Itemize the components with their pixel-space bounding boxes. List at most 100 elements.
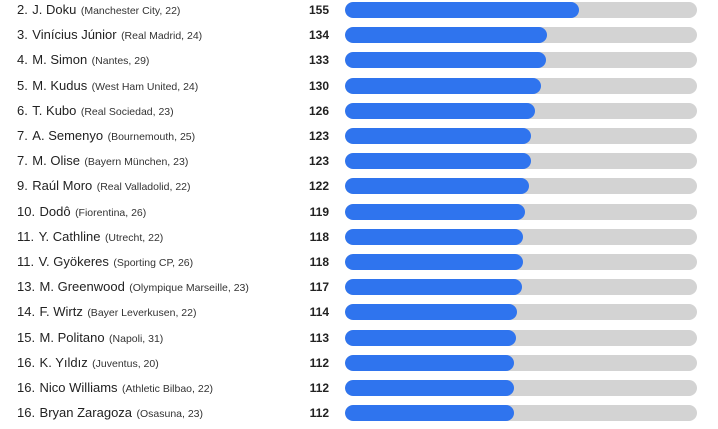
table-row: 11. V. Gyökeres (Sporting CP, 26) 118 [0, 252, 718, 277]
player-label: 6. T. Kubo (Real Sociedad, 23) [17, 101, 174, 121]
table-row: 6. T. Kubo (Real Sociedad, 23) 126 [0, 101, 718, 126]
player-club-age: (Utrecht, 22) [104, 231, 164, 244]
player-name: V. Gyökeres [38, 254, 109, 269]
player-name: A. Semenyo [32, 128, 104, 143]
player-label: 2. J. Doku (Manchester City, 22) [17, 0, 180, 20]
data-label: 134 [308, 28, 329, 43]
player-name: T. Kubo [32, 102, 77, 118]
player-club-age: (Napoli, 31) [109, 332, 164, 345]
player-rank: 11. [17, 228, 35, 244]
bar-track [345, 203, 697, 220]
player-rank: 13. [17, 279, 36, 295]
player-club-age: (Osasuna, 23) [136, 408, 204, 421]
table-row: 11. Y. Cathline (Utrecht, 22) 118 [0, 227, 718, 252]
player-rank: 15. [17, 329, 36, 345]
player-club-age: (Manchester City, 22) [80, 5, 181, 17]
player-rank: 7. [17, 153, 28, 169]
player-club-age: (Fiorentina, 26) [75, 206, 147, 219]
data-label: 119 [309, 204, 329, 219]
table-row: 16. Bryan Zaragoza (Osasuna, 23) 112 [0, 403, 718, 428]
player-label: 11. Y. Cathline (Utrecht, 22) [17, 227, 163, 247]
bar [345, 228, 524, 245]
player-club-age: (Athletic Bilbao, 22) [121, 383, 214, 395]
bar [345, 153, 531, 170]
bar [345, 380, 515, 396]
player-rank: 16. [17, 354, 36, 370]
player-label: 11. V. Gyökeres (Sporting CP, 26) [17, 252, 193, 272]
bar [345, 102, 536, 119]
bar [345, 128, 531, 144]
player-label: 16. K. Yıldız (Juventus, 20) [17, 353, 159, 373]
data-label: 123 [308, 129, 329, 143]
player-label: 14. F. Wirtz (Bayer Leverkusen, 22) [17, 302, 196, 322]
data-label: 122 [308, 179, 329, 194]
table-row: 9. Raúl Moro (Real Valladolid, 22) 122 [0, 176, 718, 201]
bar [345, 2, 580, 18]
table-row: 16. Nico Williams (Athletic Bilbao, 22) 1… [0, 378, 718, 403]
bar [345, 27, 548, 44]
bar-track [345, 380, 697, 396]
data-label: 126 [308, 103, 329, 118]
bar [345, 203, 525, 220]
bar [345, 304, 518, 321]
table-row: 4. M. Simon (Nantes, 29) 133 [0, 50, 718, 75]
data-label: 112 [309, 381, 329, 395]
player-rank: 14. [17, 304, 36, 320]
bar-track [345, 304, 697, 321]
table-row: 13. M. Greenwood (Olympique Marseille, 2… [0, 277, 718, 302]
data-label: 112 [309, 406, 329, 421]
data-label: 118 [309, 255, 329, 269]
table-row: 7. M. Olise (Bayern München, 23) 123 [0, 151, 718, 176]
bar-track [345, 128, 697, 144]
player-name: M. Politano [39, 329, 105, 345]
player-label: 13. M. Greenwood (Olympique Marseille, 2… [17, 277, 249, 297]
bar-track [345, 279, 697, 296]
player-name: K. Yıldız [39, 354, 88, 370]
bar-track [345, 52, 697, 69]
bar-track [345, 228, 697, 245]
player-rank: 2. [17, 2, 28, 17]
player-name: J. Doku [32, 2, 77, 17]
player-label: 16. Nico Williams (Athletic Bilbao, 22) [17, 378, 213, 398]
player-name: Y. Cathline [38, 228, 101, 244]
data-label: 118 [309, 229, 329, 244]
table-row: 14. F. Wirtz (Bayer Leverkusen, 22) 114 [0, 302, 718, 327]
player-label: 10. Dodô (Fiorentina, 26) [17, 202, 146, 222]
bar-track [345, 77, 697, 94]
table-row: 2. J. Doku (Manchester City, 22) 155 [0, 0, 718, 25]
player-label: 5. M. Kudus (West Ham United, 24) [17, 76, 198, 96]
player-label: 7. M. Olise (Bayern München, 23) [17, 151, 188, 171]
player-rank: 16. [17, 380, 36, 395]
bar [345, 354, 515, 371]
data-label: 114 [309, 305, 329, 320]
player-rank: 6. [17, 102, 28, 118]
player-label: 4. M. Simon (Nantes, 29) [17, 50, 149, 70]
data-label: 155 [308, 3, 329, 17]
table-row: 15. M. Politano (Napoli, 31) 113 [0, 328, 718, 353]
data-label: 130 [308, 78, 329, 93]
bar-track [345, 153, 697, 170]
player-club-age: (Bayern München, 23) [84, 156, 189, 169]
table-row: 3. Vinícius Júnior (Real Madrid, 24) 134 [0, 25, 718, 50]
player-club-age: (Juventus, 20) [92, 357, 159, 370]
player-label: 9. Raúl Moro (Real Valladolid, 22) [17, 176, 191, 196]
bar-track [345, 27, 697, 44]
bar [345, 279, 522, 296]
data-label: 113 [309, 330, 329, 345]
player-name: Dodô [39, 203, 71, 219]
player-name: Vinícius Júnior [32, 27, 117, 43]
player-name: Raúl Moro [32, 178, 93, 194]
table-row: 5. M. Kudus (West Ham United, 24) 130 [0, 76, 718, 101]
player-club-age: (Real Valladolid, 22) [96, 181, 191, 194]
player-rank: 9. [17, 178, 28, 194]
player-rank: 5. [17, 77, 28, 93]
bar-track [345, 102, 697, 119]
table-row: 16. K. Yıldız (Juventus, 20) 112 [0, 353, 718, 378]
player-label: 15. M. Politano (Napoli, 31) [17, 328, 163, 348]
data-label: 133 [308, 53, 329, 68]
player-club-age: (Real Sociedad, 23) [80, 105, 174, 118]
bar [345, 329, 516, 346]
player-rank: 7. [17, 128, 28, 143]
player-name: M. Olise [32, 153, 80, 169]
